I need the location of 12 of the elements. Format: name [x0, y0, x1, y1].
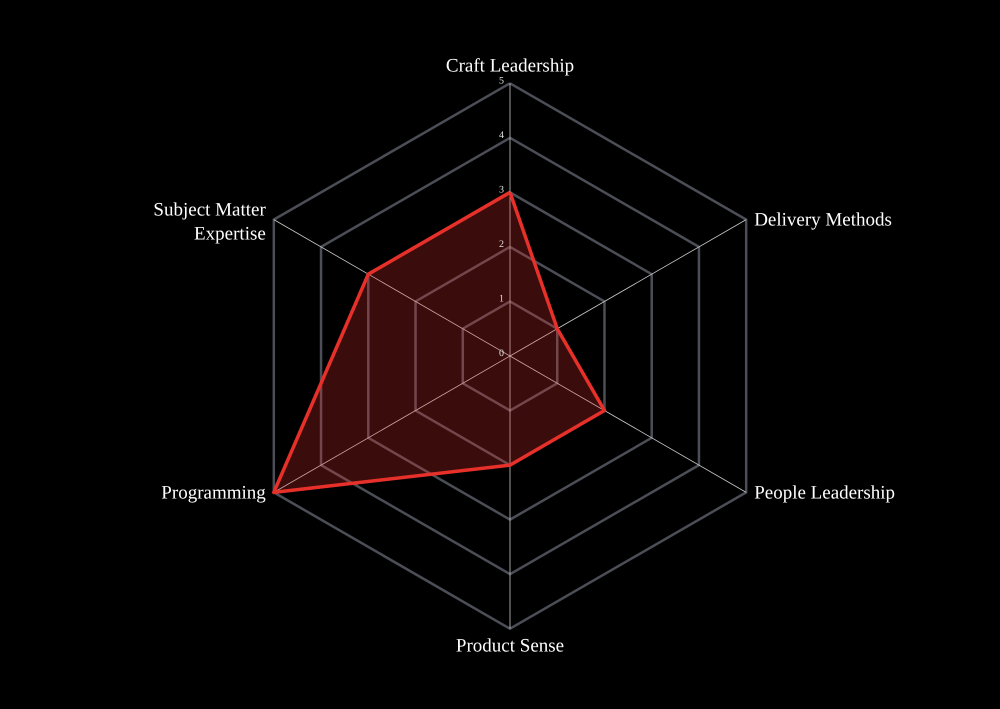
y-tick-label: 5	[499, 75, 504, 86]
spoke-label: People Leadership	[754, 482, 896, 504]
spoke-label: Subject Matter Expertise	[153, 200, 266, 245]
y-tick-label: 3	[499, 184, 504, 196]
y-tick-label: 4	[499, 130, 504, 141]
y-tick-label: 0	[499, 348, 504, 359]
spoke-label: Delivery Methods	[754, 210, 892, 231]
spoke-label: Programming	[161, 482, 266, 504]
y-tick-label: 2	[499, 238, 504, 250]
spoke-label: Craft Leadership	[446, 55, 574, 76]
spoke-label: Product Sense	[456, 636, 564, 657]
y-tick-label: 1	[499, 293, 504, 304]
